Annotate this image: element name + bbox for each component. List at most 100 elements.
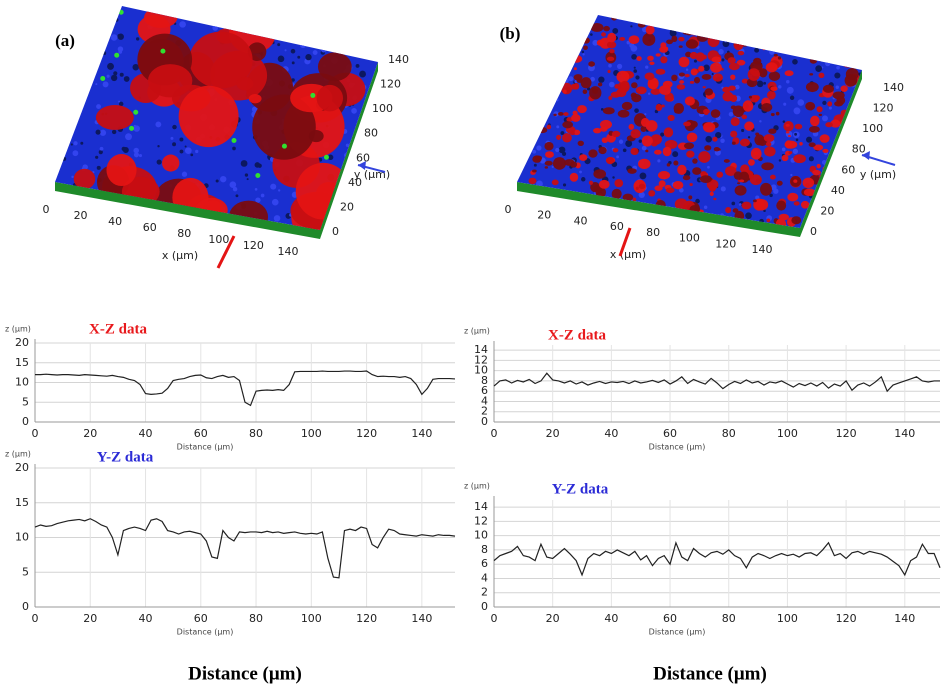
x-tick-label: 120 bbox=[243, 239, 264, 252]
speckle bbox=[172, 124, 177, 130]
speckle bbox=[645, 65, 649, 69]
speckle bbox=[232, 186, 238, 192]
surface-texture bbox=[62, 7, 367, 230]
particle bbox=[635, 86, 647, 95]
speckle bbox=[278, 189, 281, 192]
speckle bbox=[685, 68, 689, 71]
particle bbox=[713, 147, 720, 152]
particle bbox=[689, 182, 693, 187]
speckle bbox=[536, 145, 542, 151]
particle bbox=[562, 89, 567, 94]
x-tick-label: 40 bbox=[604, 427, 618, 440]
speckle bbox=[102, 81, 109, 88]
x-tick-label: 80 bbox=[646, 226, 660, 239]
speckle bbox=[110, 34, 118, 41]
speckle bbox=[235, 194, 239, 198]
particle bbox=[666, 163, 671, 167]
speckle bbox=[118, 101, 124, 107]
particle bbox=[599, 126, 608, 132]
speck-green bbox=[133, 109, 139, 115]
particle bbox=[666, 39, 673, 45]
speckle bbox=[96, 104, 101, 109]
y-tick-label: 20 bbox=[15, 461, 29, 474]
speckle bbox=[133, 152, 139, 158]
chart-title: Y-Z data bbox=[552, 481, 609, 497]
particle bbox=[695, 52, 705, 62]
speckle bbox=[695, 198, 700, 204]
speckle bbox=[359, 70, 366, 78]
particle bbox=[723, 159, 730, 163]
speckle bbox=[612, 27, 619, 34]
particle bbox=[570, 161, 578, 168]
particle bbox=[678, 72, 685, 77]
particle bbox=[611, 130, 621, 138]
speckle bbox=[179, 149, 184, 154]
particle bbox=[802, 177, 815, 188]
speckle bbox=[769, 193, 773, 198]
speckle bbox=[644, 113, 647, 116]
x-tick-label: 140 bbox=[894, 612, 915, 625]
x-tick-label: 0 bbox=[491, 427, 498, 440]
particle bbox=[577, 140, 584, 147]
speckle bbox=[220, 175, 227, 183]
y-tick-label: 10 bbox=[474, 529, 488, 542]
particle bbox=[827, 101, 833, 107]
particle bbox=[655, 103, 663, 112]
x-tick-label: 40 bbox=[139, 612, 153, 625]
y-tick-label: 80 bbox=[852, 143, 866, 156]
y-tick-label: 100 bbox=[862, 122, 883, 135]
speckle bbox=[73, 141, 78, 146]
particle bbox=[740, 164, 750, 174]
y-tick-label: 14 bbox=[474, 343, 488, 356]
y-tick-label: 140 bbox=[883, 81, 904, 94]
particle bbox=[834, 100, 843, 107]
speckle bbox=[806, 136, 813, 143]
particle bbox=[736, 59, 746, 66]
x-tick-label: 20 bbox=[83, 427, 97, 440]
particle bbox=[710, 109, 721, 118]
particle bbox=[741, 201, 752, 210]
particle bbox=[752, 199, 757, 203]
speckle bbox=[277, 55, 285, 63]
speckle bbox=[715, 132, 722, 139]
speckle bbox=[113, 71, 118, 76]
y-tick-label: 4 bbox=[481, 394, 488, 407]
x-tick-label: 40 bbox=[108, 215, 122, 228]
particle bbox=[653, 140, 660, 145]
arrow-head bbox=[862, 151, 870, 160]
speckle bbox=[562, 151, 567, 156]
speckle bbox=[351, 108, 357, 114]
speckle bbox=[118, 100, 121, 103]
particle bbox=[607, 32, 617, 43]
particle bbox=[750, 147, 762, 160]
x-axis-label: Distance (µm) bbox=[649, 628, 706, 637]
particle bbox=[830, 119, 841, 128]
x-axis-label: Distance (µm) bbox=[649, 443, 706, 452]
particle bbox=[748, 95, 753, 99]
speckle bbox=[184, 147, 192, 155]
particle bbox=[791, 216, 802, 225]
speckle bbox=[835, 85, 840, 89]
particle bbox=[621, 101, 633, 111]
x-tick-label: 20 bbox=[546, 612, 560, 625]
particle bbox=[590, 22, 604, 32]
particle bbox=[663, 127, 674, 138]
speckle bbox=[786, 79, 790, 84]
speckle bbox=[808, 156, 814, 162]
particle bbox=[654, 149, 662, 155]
particle bbox=[573, 83, 580, 90]
particle bbox=[690, 68, 698, 76]
surface-side bbox=[800, 70, 862, 237]
speckle bbox=[731, 201, 736, 206]
y-tick-label: 120 bbox=[873, 102, 894, 115]
speck-green bbox=[281, 143, 287, 149]
speckle bbox=[155, 121, 162, 128]
speckle bbox=[179, 137, 184, 142]
x-tick-label: 140 bbox=[278, 245, 299, 258]
particle bbox=[660, 56, 668, 64]
speckle bbox=[728, 111, 734, 117]
speckle bbox=[754, 47, 760, 53]
particle bbox=[317, 52, 352, 82]
speckle bbox=[95, 155, 99, 159]
